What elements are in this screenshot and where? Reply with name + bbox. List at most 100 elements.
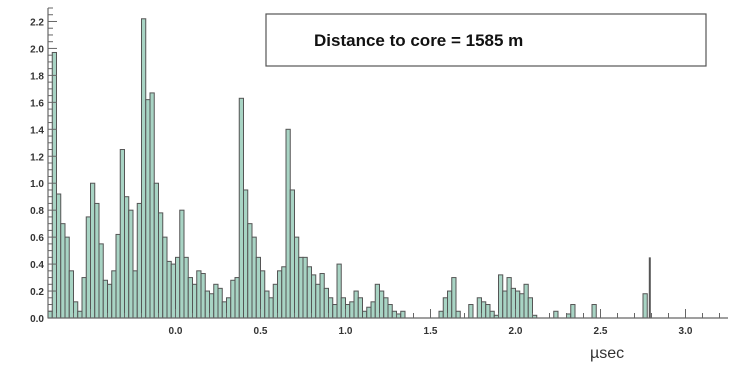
- histogram-bar: [204, 290, 210, 319]
- y-tick-label: 0.8: [30, 206, 44, 217]
- histogram-bar: [302, 256, 308, 319]
- histogram-bars: [47, 18, 651, 319]
- histogram-bar: [340, 297, 346, 319]
- histogram-bar: [455, 310, 461, 319]
- histogram-bar: [289, 189, 295, 319]
- histogram-bar: [523, 283, 529, 319]
- histogram-bar: [128, 209, 134, 319]
- histogram-bar: [306, 266, 312, 319]
- histogram-bar: [251, 236, 257, 319]
- histogram-bar: [353, 290, 359, 319]
- annotation-frame: [265, 13, 707, 67]
- histogram-bar: [153, 182, 159, 319]
- histogram-bar: [298, 256, 304, 319]
- y-tick-label: 1.2: [30, 152, 44, 163]
- histogram-bar: [319, 273, 325, 319]
- histogram-bar: [226, 297, 232, 319]
- histogram-bar: [481, 301, 487, 319]
- histogram-bar: [64, 236, 70, 319]
- histogram-bar: [243, 189, 249, 319]
- x-tick-label: 3.0: [679, 326, 693, 337]
- histogram-bar: [447, 290, 453, 319]
- histogram-bar: [68, 270, 74, 319]
- histogram-bar: [366, 306, 372, 319]
- histogram-bar: [362, 310, 368, 319]
- x-tick-label: 0.5: [254, 326, 268, 337]
- histogram-bar: [145, 99, 151, 319]
- histogram-bar: [51, 51, 57, 319]
- histogram-bar: [268, 297, 274, 319]
- histogram-bar: [115, 233, 121, 319]
- histogram-bar: [179, 209, 185, 319]
- histogram-bar: [442, 297, 448, 319]
- x-tick-label: 0.0: [169, 326, 183, 337]
- histogram-bar: [489, 310, 495, 319]
- histogram-bar: [515, 290, 521, 319]
- histogram-bar: [234, 277, 240, 319]
- histogram-bar: [332, 304, 338, 319]
- histogram-bar: [387, 304, 393, 319]
- histogram-bar: [357, 297, 363, 319]
- histogram-bar: [170, 263, 176, 319]
- histogram-bar: [217, 287, 223, 319]
- histogram-bar: [591, 304, 597, 319]
- y-tick-label: 1.6: [30, 98, 44, 109]
- histogram-bar: [90, 182, 96, 319]
- histogram-bar: [94, 202, 100, 319]
- histogram-bar: [264, 290, 270, 319]
- histogram-bar: [47, 310, 53, 319]
- histogram-bar: [209, 293, 215, 319]
- histogram-bar: [124, 196, 130, 319]
- histogram-bar: [98, 243, 104, 319]
- histogram-bar: [200, 273, 206, 319]
- y-tick-label: 0.6: [30, 233, 44, 244]
- histogram-bar: [149, 92, 155, 319]
- axis-ticks: [48, 7, 720, 319]
- histogram-bar: [260, 270, 266, 319]
- histogram-bar: [141, 18, 147, 319]
- histogram-bar: [192, 283, 198, 319]
- histogram-bar: [247, 223, 253, 319]
- histogram-bar: [527, 297, 533, 319]
- histogram-bar: [323, 287, 329, 319]
- histogram-bar: [476, 297, 482, 319]
- x-tick-label: 1.0: [339, 326, 353, 337]
- histogram-bar: [111, 270, 117, 319]
- histogram-bar: [281, 266, 287, 319]
- histogram-bar: [383, 297, 389, 319]
- y-tick-label: 1.8: [30, 71, 44, 82]
- histogram-bar: [468, 304, 474, 319]
- histogram-bar: [438, 310, 444, 319]
- histogram-bar: [345, 304, 351, 319]
- histogram-bar: [272, 283, 278, 319]
- histogram-bar: [294, 236, 300, 319]
- histogram-bar: [519, 293, 525, 319]
- histogram-bar: [379, 290, 385, 319]
- histogram-bar: [506, 277, 512, 319]
- histogram-bar: [311, 274, 317, 319]
- x-tick-label: 2.0: [509, 326, 523, 337]
- histogram-bar: [349, 301, 355, 319]
- histogram-bar: [85, 216, 91, 319]
- histogram-bar: [136, 202, 142, 319]
- tick-labels: 0.0 0.2 0.4 0.6 0.8 1.0 1.2 1.4 1.6 1.8 2.0 2.2 0.0 0…: [30, 17, 693, 337]
- histogram-bar: [158, 212, 164, 319]
- histogram-bar: [132, 270, 138, 319]
- histogram-bar: [396, 313, 402, 319]
- histogram-bar: [400, 310, 406, 319]
- histogram-bar: [336, 263, 342, 319]
- histogram-bar: [238, 97, 244, 319]
- histogram-bar: [187, 277, 193, 319]
- histogram-bar: [315, 283, 321, 319]
- y-tick-label: 0.2: [30, 287, 44, 298]
- histogram-bar: [255, 256, 261, 319]
- histogram-bar: [175, 256, 181, 319]
- histogram-bar: [56, 193, 62, 319]
- histogram-bar: [183, 256, 189, 319]
- y-tick-label: 1.4: [30, 125, 44, 136]
- annotation-box: Distance to core = 1585 m: [265, 13, 707, 67]
- histogram-bar: [502, 290, 508, 319]
- histogram-bar: [119, 149, 125, 319]
- y-tick-label: 0.0: [30, 314, 44, 325]
